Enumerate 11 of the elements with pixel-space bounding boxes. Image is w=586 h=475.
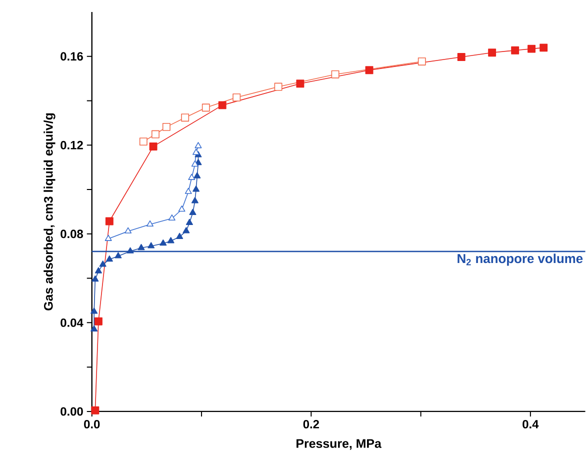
x-axis-title: Pressure, MPa [296, 439, 382, 450]
y-tick-label: 0.08 [60, 229, 84, 238]
y-tick-label: 0.12 [60, 140, 83, 150]
x-tick-label: 0.4 [522, 420, 539, 428]
y-tick-label: 0.04 [60, 318, 84, 327]
x-tick-label: 0.2 [303, 420, 319, 428]
y-tick-label: 0.00 [60, 407, 83, 416]
ref-line-label: N$_{2}$ nanopore volume [458, 253, 583, 266]
y-tick-label: 0.16 [60, 52, 83, 60]
y-axis-title: Gas adsorbed, cm3 liquid equiv/g [44, 113, 56, 310]
x-tick-label: 0.0 [84, 420, 100, 428]
